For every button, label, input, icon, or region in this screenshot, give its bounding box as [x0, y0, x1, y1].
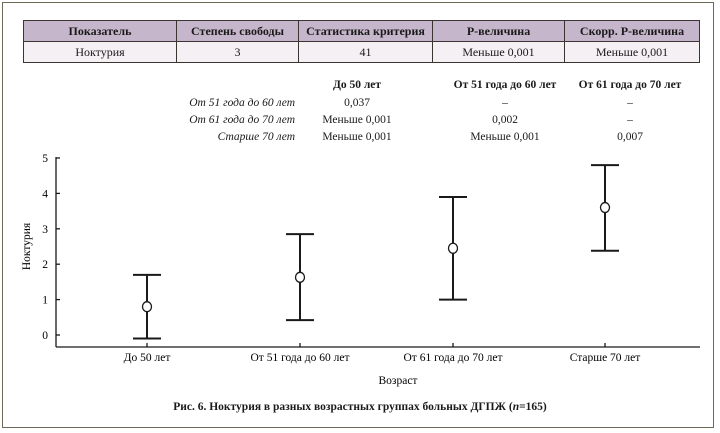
pairwise-cell: Меньше 0,001 — [470, 131, 540, 143]
y-axis-label: Ноктурия — [21, 222, 33, 270]
x-tick-label: От 61 года до 70 лет — [404, 352, 503, 364]
header-cell: Показатель — [23, 20, 177, 42]
y-tick-label: 0 — [42, 330, 48, 342]
pairwise-cell: 0,007 — [617, 131, 643, 143]
mean-point — [294, 271, 306, 283]
x-tick-label: До 50 лет — [124, 352, 171, 364]
x-tick-label: Старше 70 лет — [570, 352, 641, 364]
caption-n: n — [512, 401, 520, 413]
pairwise-cell: – — [502, 97, 508, 109]
y-tick-label: 3 — [42, 224, 48, 236]
y-tick-label: 2 — [42, 259, 48, 271]
figure-caption: Рис. 6. Ноктурия в разных возрастных гру… — [0, 401, 720, 413]
y-tick-label: 4 — [42, 188, 48, 200]
pairwise-cell: Меньше 0,001 — [322, 131, 392, 143]
pairwise-col-header: От 61 года до 70 лет — [578, 79, 682, 91]
pairwise-row-label: Старше 70 лет — [217, 131, 295, 143]
pairwise-row-label: От 51 года до 60 лет — [189, 97, 295, 109]
table-cell: Меньше 0,001 — [564, 41, 700, 63]
pairwise-cell: – — [627, 97, 633, 109]
pairwise-col-header: От 51 года до 60 лет — [453, 79, 557, 91]
x-axis-label: Возраст — [379, 375, 418, 387]
caption-suffix: =165) — [519, 401, 547, 413]
y-tick-label: 5 — [42, 153, 48, 165]
table-row: Ноктурия 3 41 Меньше 0,001 Меньше 0,001 — [23, 41, 700, 63]
pairwise-cell: Меньше 0,001 — [322, 114, 392, 126]
table-cell: Ноктурия — [23, 41, 177, 63]
summary-table: Показатель Степень свободы Статистика кр… — [23, 20, 700, 63]
figure-frame — [2, 2, 714, 428]
table-cell: 41 — [298, 41, 433, 63]
mean-point — [599, 201, 611, 214]
table-cell: 3 — [176, 41, 299, 63]
pairwise-row-label: От 61 года до 70 лет — [189, 114, 295, 126]
table-cell: Меньше 0,001 — [432, 41, 565, 63]
mean-point — [447, 242, 459, 254]
x-tick-label: От 51 года до 60 лет — [251, 352, 350, 364]
pairwise-col-header: До 50 лет — [332, 79, 382, 91]
header-cell: Скорр. P-величина — [564, 20, 700, 42]
pairwise-cell: – — [627, 114, 633, 126]
pairwise-cell: 0,002 — [492, 114, 518, 126]
caption-text: Рис. 6. Ноктурия в разных возрастных гру… — [173, 401, 513, 413]
mean-point — [141, 301, 153, 313]
y-tick-label: 1 — [42, 295, 48, 307]
pairwise-cell: 0,037 — [344, 97, 370, 109]
